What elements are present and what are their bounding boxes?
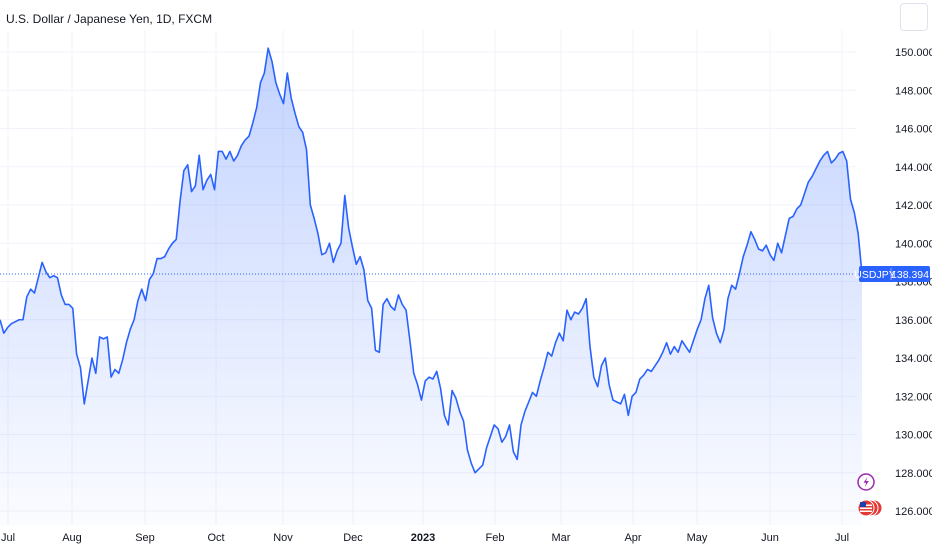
- y-tick-label: 144.000: [895, 162, 932, 174]
- x-tick-label: May: [687, 532, 708, 544]
- x-tick-label: Jun: [761, 532, 779, 544]
- x-tick-label: Feb: [486, 532, 505, 544]
- chart-title: U.S. Dollar / Japanese Yen, 1D, FXCM: [6, 12, 213, 26]
- x-tick-label: Jul: [1, 532, 15, 544]
- price-tag-symbol: USDJPY: [854, 269, 895, 281]
- y-tick-label: 132.000: [895, 391, 932, 403]
- y-tick-label: 126.000: [895, 506, 932, 518]
- x-tick-label: Apr: [624, 532, 641, 544]
- y-tick-label: 150.000: [895, 47, 932, 59]
- line-layer: [0, 47, 863, 474]
- x-tick-label: Dec: [343, 532, 363, 544]
- x-tick-label: Nov: [273, 532, 293, 544]
- chart-settings-button[interactable]: [900, 3, 928, 31]
- x-tick-label: 2023: [411, 532, 435, 544]
- x-tick-label: Jul: [835, 532, 849, 544]
- y-axis[interactable]: 126.000 128.000 130.000 132.000 134.000 136.0…: [895, 47, 932, 518]
- y-tick-label: 146.000: [895, 124, 932, 136]
- y-tick-label: 148.000: [895, 85, 932, 97]
- price-area: [0, 48, 862, 526]
- x-axis[interactable]: Jul Aug Sep Oct Nov Dec 2023 Feb Mar Apr May Jun Jul: [1, 532, 849, 544]
- x-tick-label: Mar: [552, 532, 571, 544]
- price-tag: USDJPY 138.394: [854, 265, 930, 282]
- y-tick-label: 142.000: [895, 200, 932, 212]
- area-layer: [0, 48, 862, 526]
- x-tick-label: Oct: [207, 532, 224, 544]
- flash-icon[interactable]: [857, 473, 875, 491]
- x-tick-label: Sep: [135, 532, 155, 544]
- y-tick-label: 130.000: [895, 430, 932, 442]
- price-line: [0, 47, 863, 474]
- price-tag-background: [859, 265, 930, 282]
- y-tick-label: 128.000: [895, 468, 932, 480]
- y-tick-label: 136.000: [895, 315, 932, 327]
- y-tick-label: 134.000: [895, 353, 932, 365]
- x-tick-label: Aug: [62, 532, 82, 544]
- price-tag-value: 138.394: [891, 269, 929, 281]
- y-tick-label: 140.000: [895, 238, 932, 250]
- us-flag-icon[interactable]: [857, 499, 883, 517]
